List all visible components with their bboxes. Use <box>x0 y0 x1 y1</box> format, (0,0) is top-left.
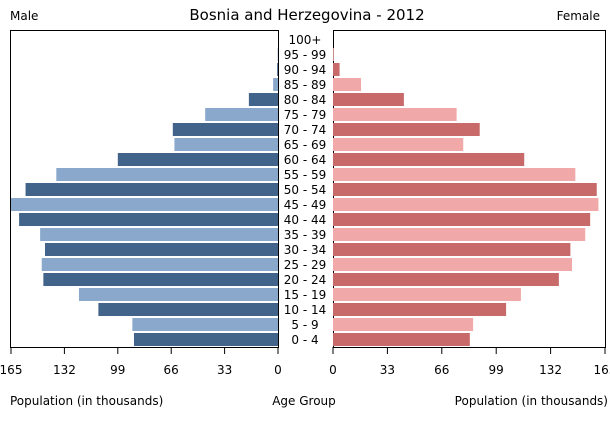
female-bar <box>333 93 404 106</box>
male-bar <box>44 243 279 256</box>
x-tick-label: 165 <box>0 363 22 377</box>
age-group-label: 25 - 29 <box>284 258 327 272</box>
female-bar <box>333 183 597 196</box>
female-bar <box>333 153 525 166</box>
female-bar <box>333 273 559 286</box>
female-bar <box>333 228 586 241</box>
female-bar <box>333 333 470 346</box>
age-group-title: Age Group <box>272 394 336 408</box>
female-bar <box>333 48 334 61</box>
female-bar <box>333 78 362 91</box>
age-group-label: 20 - 24 <box>284 273 327 287</box>
male-bar <box>273 78 278 91</box>
age-group-label: 90 - 94 <box>284 63 327 77</box>
age-group-label: 5 - 9 <box>291 318 318 332</box>
male-bar <box>132 318 278 331</box>
age-group-label: 55 - 59 <box>284 168 327 182</box>
x-tick-label: 0 <box>329 363 337 377</box>
female-bar <box>333 138 464 151</box>
x-tick-label: 99 <box>110 363 125 377</box>
age-group-label: 15 - 19 <box>284 288 327 302</box>
x-tick-label: 66 <box>164 363 179 377</box>
male-header: Male <box>10 9 38 23</box>
female-bar <box>333 168 576 181</box>
x-tick-label: 132 <box>539 363 562 377</box>
female-bar <box>333 213 591 226</box>
female-bar <box>333 243 571 256</box>
chart-title: Bosnia and Herzegovina - 2012 <box>189 6 424 24</box>
male-bar <box>78 288 278 301</box>
age-group-label: 60 - 64 <box>284 153 327 167</box>
x-tick-label: 33 <box>217 363 232 377</box>
age-group-label: 70 - 74 <box>284 123 327 137</box>
x-tick-label: 0 <box>274 363 282 377</box>
female-bar <box>333 288 521 301</box>
male-bar <box>11 198 278 211</box>
male-bar <box>43 273 279 286</box>
age-group-label: 40 - 44 <box>284 213 327 227</box>
x-tick-label: 132 <box>53 363 76 377</box>
age-group-label: 100+ <box>289 33 322 47</box>
age-group-label: 45 - 49 <box>284 198 327 212</box>
female-bar <box>333 258 573 271</box>
age-group-label: 50 - 54 <box>284 183 327 197</box>
female-bar <box>333 318 474 331</box>
male-bar <box>133 333 278 346</box>
male-bar <box>172 123 278 136</box>
age-group-label: 95 - 99 <box>284 48 327 62</box>
female-x-axis: 0 33 66 99 132 165 <box>329 347 610 377</box>
age-group-label: 0 - 4 <box>291 333 318 347</box>
male-plot-area <box>10 30 279 348</box>
male-bar <box>40 228 278 241</box>
female-bar <box>333 303 507 316</box>
female-header: Female <box>557 9 600 23</box>
male-bar <box>25 183 279 196</box>
male-bar <box>277 63 278 76</box>
female-bar <box>333 63 340 76</box>
female-bar <box>333 198 599 211</box>
age-group-label: 30 - 34 <box>284 243 327 257</box>
age-group-label: 10 - 14 <box>284 303 327 317</box>
female-x-axis-title: Population (in thousands) <box>455 394 608 408</box>
age-group-label: 85 - 89 <box>284 78 327 92</box>
x-tick-label: 33 <box>380 363 395 377</box>
age-group-label: 75 - 79 <box>284 108 327 122</box>
female-bars <box>333 48 599 346</box>
female-bar <box>333 108 457 121</box>
age-group-label: 35 - 39 <box>284 228 327 242</box>
male-bars <box>11 48 279 346</box>
male-bar <box>56 168 279 181</box>
female-bar <box>333 123 480 136</box>
age-group-label: 80 - 84 <box>284 93 327 107</box>
male-bar <box>41 258 278 271</box>
x-tick-label: 165 <box>594 363 610 377</box>
male-bar <box>248 93 278 106</box>
male-x-axis-title: Population (in thousands) <box>10 394 163 408</box>
age-group-label: 65 - 69 <box>284 138 327 152</box>
male-bar <box>205 108 278 121</box>
male-bar <box>117 153 278 166</box>
male-bar <box>19 213 278 226</box>
x-tick-label: 99 <box>489 363 504 377</box>
x-tick-label: 66 <box>434 363 449 377</box>
male-x-axis: 165 132 99 66 33 0 <box>0 347 282 377</box>
male-bar <box>174 138 278 151</box>
male-bar <box>98 303 278 316</box>
